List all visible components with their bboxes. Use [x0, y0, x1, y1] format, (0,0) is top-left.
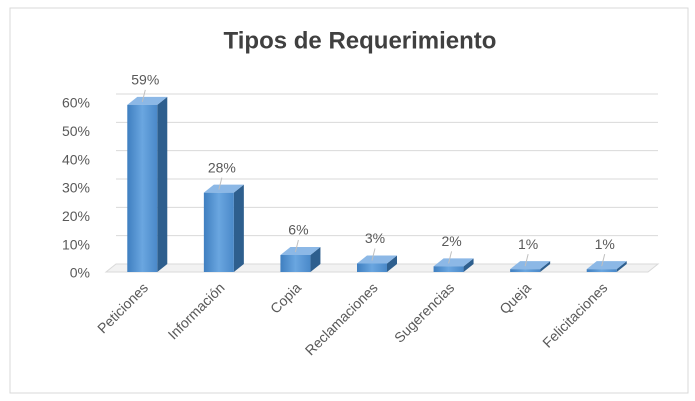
chart-title: Tipos de Requerimiento: [224, 27, 497, 54]
leader-line: [218, 177, 223, 190]
data-label: 2%: [441, 233, 461, 249]
bar-side: [310, 247, 321, 272]
bar-top: [433, 258, 474, 267]
bar-front: [510, 269, 541, 272]
bar: [586, 261, 627, 272]
data-label: 59%: [131, 72, 159, 88]
data-label: 6%: [288, 222, 308, 238]
bar-side: [463, 258, 474, 272]
bar-side: [387, 255, 397, 272]
bar-top: [203, 184, 244, 193]
y-tick-label: 20%: [62, 208, 90, 224]
bar-front: [280, 255, 311, 272]
bar: [203, 184, 244, 272]
bar-front: [357, 263, 387, 272]
leader-line: [448, 251, 453, 264]
bar: [433, 258, 474, 272]
bar: [510, 261, 551, 272]
y-tick-label: 50%: [62, 123, 90, 139]
bar: [127, 96, 168, 272]
data-label: 1%: [518, 236, 538, 252]
leader-line: [294, 239, 299, 253]
bar-side: [616, 261, 627, 272]
bar-side: [233, 184, 244, 272]
bar-side: [157, 96, 168, 272]
data-label: 1%: [595, 236, 615, 252]
y-tick-label: 30%: [62, 180, 90, 196]
y-tick-label: 40%: [62, 151, 90, 167]
leader-line: [371, 248, 376, 261]
leader-line: [601, 254, 606, 267]
bar-front: [203, 192, 234, 272]
y-tick-label: 0%: [70, 265, 90, 281]
bar-front: [586, 269, 617, 272]
bar-top: [127, 96, 168, 105]
bar: [280, 247, 321, 272]
bar-top: [280, 247, 321, 255]
bar-front: [433, 266, 464, 272]
leader-line: [141, 89, 146, 102]
data-label: 3%: [365, 230, 385, 246]
y-tick-label: 10%: [62, 236, 90, 252]
bar-front: [127, 104, 158, 272]
bar-side: [540, 261, 551, 272]
bar-top: [586, 261, 627, 270]
chart-border: [9, 7, 689, 394]
y-tick-label: 60%: [62, 95, 90, 111]
bar-top: [357, 255, 397, 264]
data-label: 28%: [208, 159, 236, 175]
leader-line: [524, 254, 529, 267]
bar-top: [510, 261, 551, 270]
bar: [357, 255, 397, 272]
